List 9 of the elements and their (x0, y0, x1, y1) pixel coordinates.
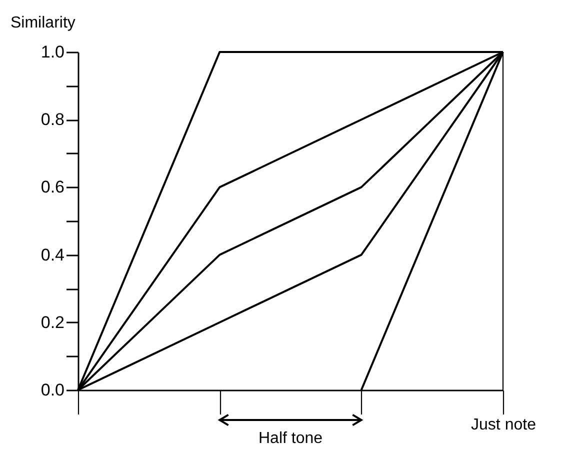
y-tick-label: 0.0 (40, 380, 64, 400)
y-tick-label: 0.6 (40, 178, 64, 197)
x-tick-label: Just note (471, 416, 536, 434)
y-tick-label: 0.2 (40, 312, 64, 332)
y-tick-label: 1.0 (40, 42, 64, 62)
y-tick-label: 0.8 (40, 110, 64, 130)
text: Half tone (258, 430, 323, 447)
y-tick-label: 0.4 (40, 245, 64, 264)
y-axis-title: Similarity (10, 14, 76, 32)
